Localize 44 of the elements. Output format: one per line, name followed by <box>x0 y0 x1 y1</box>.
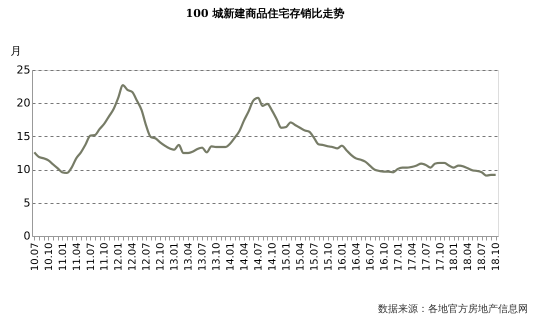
x-tick-label: 15.01 <box>281 242 292 272</box>
x-tick-label: 11.04 <box>72 242 83 272</box>
x-tick-label: 11.01 <box>58 242 69 272</box>
x-tick-label: 11.07 <box>86 242 97 272</box>
x-tick-label: 17.10 <box>435 242 446 272</box>
y-tick-label: 20 <box>16 96 30 110</box>
x-tick-label: 12.01 <box>114 242 125 272</box>
x-tick-label: 14.01 <box>226 242 237 272</box>
x-tick-label: 13.07 <box>198 242 209 272</box>
x-tick-label: 13.10 <box>212 242 223 272</box>
y-tick-label: 5 <box>24 196 30 210</box>
x-tick-label: 17.04 <box>407 242 418 272</box>
x-tick-label: 11.10 <box>100 242 111 272</box>
x-tick-label: 13.04 <box>184 242 195 272</box>
x-tick-label: 18.07 <box>477 242 488 272</box>
y-tick-label: 25 <box>16 64 30 76</box>
x-tick-label: 14.10 <box>267 242 278 272</box>
x-tick-label: 15.07 <box>309 242 320 272</box>
x-tick-label: 16.10 <box>379 242 390 272</box>
x-tick-label: 12.07 <box>142 242 153 272</box>
x-tick-label: 18.01 <box>449 242 460 272</box>
x-tick-label: 10.10 <box>44 242 55 272</box>
x-tick-label: 16.04 <box>351 242 362 272</box>
chart-title: 100 城新建商品住宅存销比走势 <box>186 7 344 20</box>
source-note: 数据来源：各地官方房地产信息网 <box>378 303 528 315</box>
x-tick-label: 18.04 <box>463 242 474 272</box>
x-tick-label: 12.04 <box>128 242 139 272</box>
x-tick-label: 15.10 <box>323 242 334 272</box>
x-tick-label: 18.10 <box>491 242 502 272</box>
y-tick-label: 10 <box>16 163 30 176</box>
x-tick-label: 17.07 <box>421 242 432 272</box>
x-tick-label: 14.07 <box>254 242 265 272</box>
x-tick-label: 15.04 <box>295 242 306 272</box>
x-tick-label: 16.01 <box>337 242 348 272</box>
x-tick-label: 16.07 <box>365 242 376 272</box>
line-series <box>33 84 497 177</box>
x-tick-label: 14.04 <box>240 242 251 272</box>
x-tick-label: 12.10 <box>156 242 167 272</box>
x-tick-label: 13.01 <box>170 242 181 272</box>
y-axis-title: 月 <box>10 44 22 58</box>
x-tick-label: 10.07 <box>30 242 41 272</box>
y-tick-label: 0 <box>24 230 30 242</box>
y-tick-label: 15 <box>16 130 30 143</box>
x-tick-label: 17.01 <box>393 242 404 272</box>
